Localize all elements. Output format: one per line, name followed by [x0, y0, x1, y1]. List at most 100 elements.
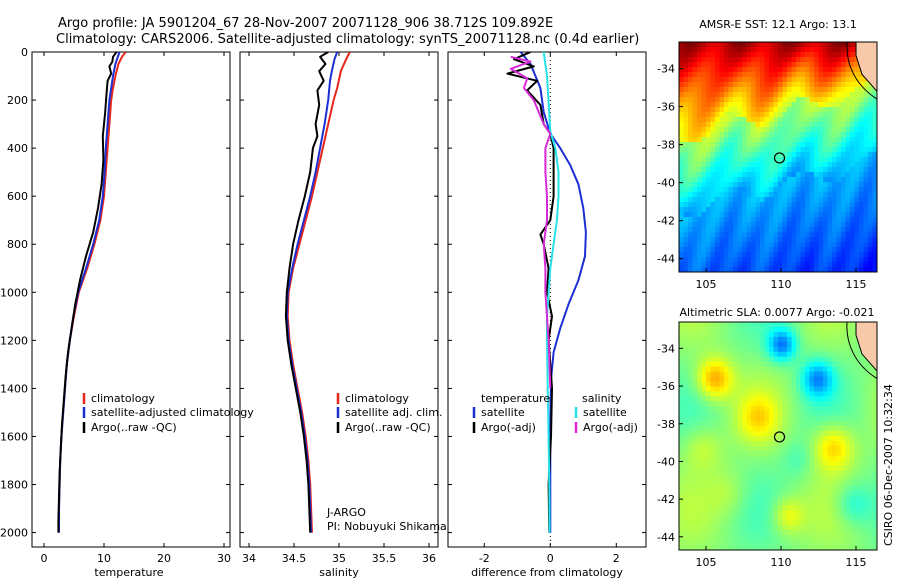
heatmap-cell — [746, 460, 752, 467]
heatmap-cell — [692, 371, 698, 378]
heatmap-cell — [836, 232, 842, 238]
heatmap-cell — [836, 525, 842, 531]
heatmap-cell — [805, 147, 811, 153]
heatmap-cell — [859, 460, 865, 467]
heatmap-cell — [809, 411, 815, 417]
heatmap-cell — [836, 421, 842, 427]
heatmap-cell — [827, 535, 833, 541]
heatmap-cell — [845, 530, 851, 536]
heatmap-cell — [841, 257, 847, 263]
heatmap-cell — [679, 87, 685, 93]
heatmap-cell — [845, 366, 851, 373]
heatmap-cell — [688, 440, 694, 447]
heatmap-cell — [692, 167, 698, 173]
heatmap-cell — [850, 411, 856, 417]
heatmap-cell — [863, 267, 869, 272]
heatmap-cell — [850, 162, 856, 168]
y-tick-label: 600 — [7, 190, 28, 203]
heatmap-cell — [764, 535, 770, 541]
heatmap-cell — [701, 127, 707, 133]
heatmap-cell — [751, 132, 757, 138]
heatmap-cell — [805, 157, 811, 163]
heatmap-cell — [697, 426, 703, 432]
y-tick-label: 400 — [7, 142, 28, 155]
heatmap-cell — [845, 326, 851, 333]
heatmap-cell — [706, 262, 712, 268]
heatmap-cell — [832, 331, 838, 338]
heatmap-cell — [773, 530, 779, 536]
heatmap-cell — [773, 540, 779, 546]
heatmap-cell — [859, 192, 865, 198]
map-y-tick-label: -38 — [657, 418, 675, 431]
heatmap-cell — [814, 336, 820, 343]
heatmap-cell — [832, 341, 838, 348]
heatmap-cell — [796, 391, 802, 397]
heatmap-cell — [814, 92, 820, 98]
heatmap-cell — [854, 386, 860, 392]
heatmap-cell — [841, 470, 847, 477]
heatmap-cell — [728, 505, 734, 511]
heatmap-cell — [715, 62, 721, 68]
x-tick-label: 30 — [217, 552, 231, 565]
heatmap-cell — [863, 406, 869, 412]
heatmap-cell — [769, 366, 775, 373]
heatmap-cell — [760, 182, 766, 188]
series-line-argo-raw-qc- — [57, 52, 118, 533]
heatmap-cell — [679, 371, 685, 378]
heatmap-cell — [706, 132, 712, 138]
heatmap-cell — [841, 396, 847, 402]
heatmap-cell — [782, 222, 788, 228]
heatmap-cell — [823, 540, 829, 546]
heatmap-cell — [697, 192, 703, 198]
heatmap-cell — [800, 322, 806, 328]
heatmap-cell — [809, 322, 815, 328]
heatmap-cell — [737, 142, 743, 148]
heatmap-cell — [679, 217, 685, 223]
heatmap-cell — [836, 485, 842, 492]
heatmap-cell — [800, 152, 806, 158]
heatmap-cell — [719, 252, 725, 258]
heatmap-cell — [683, 252, 689, 258]
heatmap-cell — [751, 366, 757, 373]
heatmap-cell — [683, 545, 689, 550]
heatmap-cell — [737, 485, 743, 492]
heatmap-cell — [787, 515, 793, 521]
heatmap-cell — [683, 67, 689, 73]
heatmap-cell — [764, 515, 770, 521]
heatmap-cell — [706, 341, 712, 348]
heatmap-cell — [719, 416, 725, 422]
heatmap-cell — [742, 366, 748, 373]
heatmap-cell — [692, 440, 698, 447]
heatmap-cell — [791, 450, 797, 457]
heatmap-cell — [850, 401, 856, 407]
heatmap-cell — [755, 72, 761, 78]
heatmap-cell — [832, 137, 838, 143]
heatmap-cell — [697, 137, 703, 143]
heatmap-cell — [850, 421, 856, 427]
heatmap-cell — [814, 62, 820, 68]
heatmap-cell — [827, 242, 833, 248]
heatmap-cell — [760, 122, 766, 128]
heatmap-cell — [845, 177, 851, 183]
heatmap-cell — [679, 257, 685, 263]
heatmap-cell — [710, 267, 716, 272]
heatmap-cell — [773, 217, 779, 223]
heatmap-cell — [782, 336, 788, 343]
heatmap-cell — [778, 92, 784, 98]
heatmap-cell — [701, 117, 707, 123]
heatmap-cell — [733, 237, 739, 243]
heatmap-cell — [836, 470, 842, 477]
heatmap-cell — [760, 137, 766, 143]
heatmap-cell — [791, 356, 797, 363]
heatmap-cell — [809, 107, 815, 113]
heatmap-cell — [796, 52, 802, 58]
heatmap-cell — [845, 147, 851, 153]
heatmap-cell — [782, 426, 788, 432]
heatmap-cell — [710, 366, 716, 373]
heatmap-cell — [796, 222, 802, 228]
heatmap-cell — [859, 122, 865, 128]
heatmap-cell — [845, 182, 851, 188]
heatmap-cell — [863, 520, 869, 526]
heatmap-cell — [872, 416, 877, 422]
